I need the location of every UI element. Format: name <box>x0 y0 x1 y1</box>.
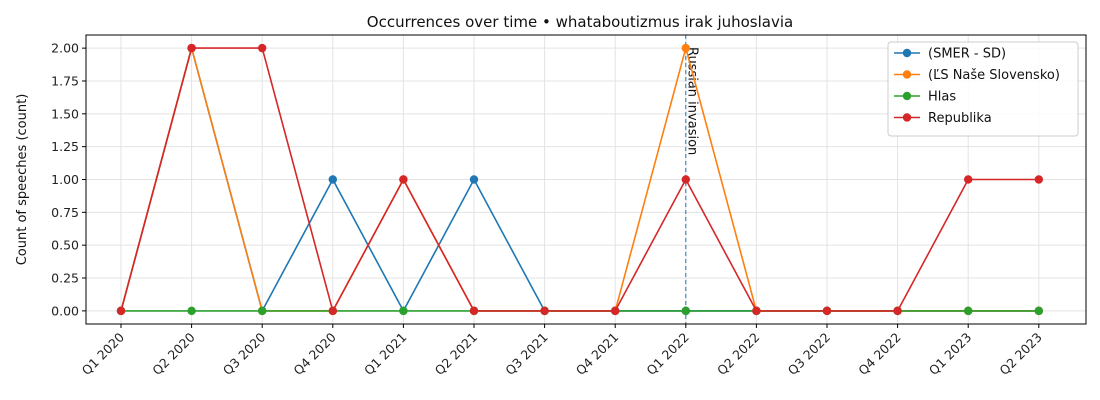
data-point <box>469 175 479 184</box>
y-tick-label: 1.00 <box>51 172 79 187</box>
annotations: Russian invasion <box>684 35 699 324</box>
y-tick-label: 1.50 <box>51 106 79 121</box>
data-point <box>258 43 267 53</box>
data-point <box>399 306 408 316</box>
data-point <box>681 175 690 184</box>
legend: (SMER - SD) (ĽS Naše Slovensko) Hlas Republ… <box>887 41 1079 137</box>
annotation-label: Russian invasion <box>684 47 699 155</box>
data-point <box>964 175 973 184</box>
y-axis-label: Count of speeches (count) <box>15 94 30 266</box>
chart-title: Occurrences over time • whataboutizmus i… <box>367 13 793 31</box>
legend-swatch-marker <box>902 91 912 101</box>
y-tick-label: 0.75 <box>51 205 79 220</box>
data-point <box>964 306 973 316</box>
legend-label: (ĽS Naše Slovensko) <box>928 68 1060 83</box>
series-3 <box>116 43 1044 316</box>
data-point <box>187 306 196 316</box>
y-tick-label: 0.00 <box>51 303 79 318</box>
data-point <box>893 306 902 316</box>
y-tick-label: 1.75 <box>51 73 79 88</box>
legend-label: Republika <box>928 111 992 126</box>
legend-swatch-marker <box>902 70 912 79</box>
data-point <box>328 306 337 316</box>
y-tick-label: 0.50 <box>51 238 79 253</box>
legend-swatch-marker <box>902 48 912 58</box>
legend-label: Hlas <box>928 90 956 105</box>
data-point <box>187 43 196 53</box>
legend-item: (ĽS Naše Slovensko) <box>894 68 1060 83</box>
data-point <box>1034 306 1044 316</box>
data-point <box>611 306 620 316</box>
series-line <box>120 47 1039 312</box>
legend-label: (SMER - SD) <box>928 47 1006 62</box>
data-point <box>258 306 267 316</box>
data-point <box>681 43 690 53</box>
legend-item: Hlas <box>894 90 956 105</box>
data-point <box>1034 175 1044 184</box>
legend-swatch-marker <box>902 113 912 122</box>
legend-item: Republika <box>894 111 992 126</box>
legend-box <box>887 41 1079 137</box>
data-point <box>469 306 479 316</box>
data-point <box>328 175 337 184</box>
data-point <box>752 306 761 316</box>
y-tick-label: 0.25 <box>51 271 79 286</box>
data-point <box>681 306 690 316</box>
y-tick-label: 1.25 <box>51 139 79 154</box>
data-point <box>540 306 549 316</box>
series <box>116 43 1044 316</box>
data-point <box>116 306 126 316</box>
y-tick-label: 2.00 <box>51 41 79 56</box>
legend-item: (SMER - SD) <box>894 47 1006 62</box>
plot-frame <box>85 34 1087 325</box>
data-point <box>399 175 408 184</box>
data-point <box>822 306 832 316</box>
